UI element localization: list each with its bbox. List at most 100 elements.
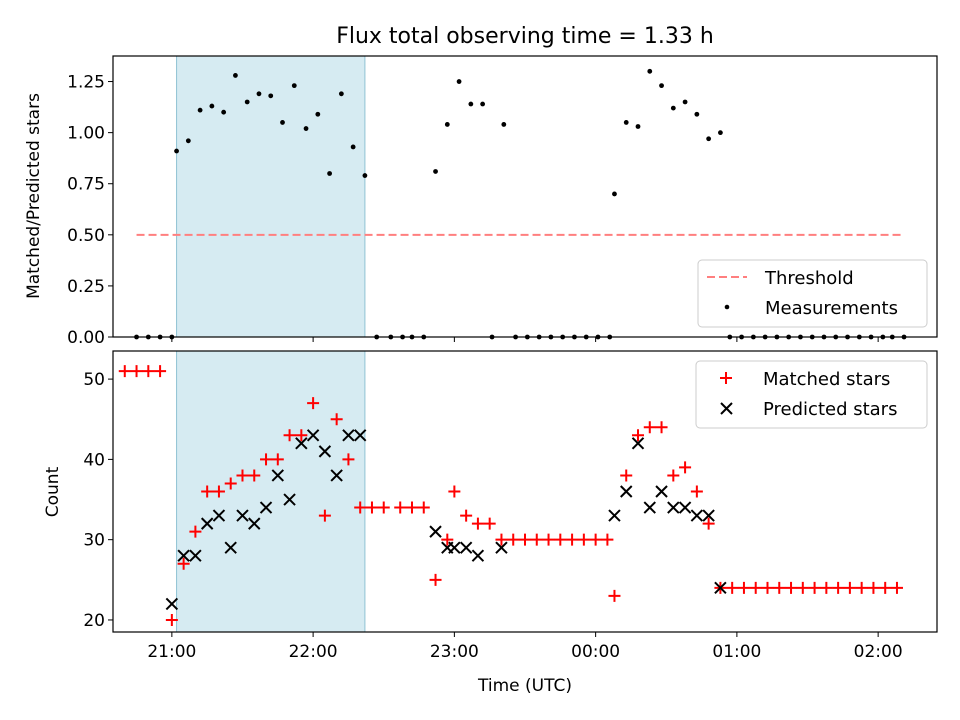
bottom-legend-box <box>695 360 928 429</box>
predicted-star-point <box>620 485 633 498</box>
matched-star-point <box>330 413 343 426</box>
predicted-star-point <box>248 517 261 530</box>
matched-star-point <box>820 581 833 594</box>
x-tick-label: 01:00 <box>712 642 761 662</box>
predicted-star-point <box>714 581 727 595</box>
legend-measurements-label: Measurements <box>765 298 898 319</box>
matched-star-point <box>643 421 656 434</box>
matched-star-point <box>507 533 520 546</box>
ratio-panel: Flux total observing time = 1.33 h Match… <box>24 24 938 348</box>
matched-star-point <box>154 365 167 378</box>
matched-star-point <box>632 429 645 442</box>
predicted-star-point <box>259 501 273 514</box>
matched-star-point <box>165 613 178 626</box>
measurement-point <box>694 111 700 117</box>
predicted-star-point <box>495 541 508 554</box>
bottom-legend: Matched stars Predicted stars <box>695 360 928 429</box>
predicted-star-point <box>318 445 332 458</box>
measurement-point <box>682 99 688 105</box>
predicted-star-point <box>459 541 473 554</box>
matched-star-point <box>855 581 868 594</box>
top-plot-frame <box>112 55 938 338</box>
measurement-point <box>501 122 507 127</box>
measurement-point <box>268 93 274 99</box>
bottom-y-tick-label: 40 <box>83 450 105 470</box>
matched-star-point <box>702 517 715 530</box>
predicted-star-point <box>678 501 692 514</box>
matched-star-point <box>773 581 786 594</box>
matched-star-point <box>785 581 798 594</box>
bottom-y-axis-label: Count <box>43 466 63 517</box>
matched-star-point <box>142 365 155 378</box>
legend-predicted-label: Predicted stars <box>763 399 897 420</box>
matched-star-point <box>441 533 454 546</box>
predicted-star-point <box>690 509 704 522</box>
predicted-star-point <box>667 501 680 514</box>
matched-star-point <box>667 469 680 482</box>
measurement-point <box>197 107 203 113</box>
matched-star-point <box>879 581 892 594</box>
measurement-point <box>706 136 712 142</box>
predicted-star-point <box>471 549 485 562</box>
predicted-star-point <box>702 509 715 522</box>
top-legend: Threshold Measurements <box>697 259 928 328</box>
bottom-y-tick-label: 50 <box>83 370 105 390</box>
matched-star-point <box>843 581 856 594</box>
matched-star-point <box>483 517 496 530</box>
chart-title: Flux total observing time = 1.33 h <box>336 24 714 49</box>
predicted-star-point <box>189 549 202 562</box>
measurement-point <box>623 120 629 125</box>
matched-star-point <box>224 477 237 490</box>
matched-star-point <box>761 581 774 594</box>
predicted-star-point <box>643 501 656 514</box>
predicted-star-point <box>631 437 645 450</box>
top-y-tick-label: 1.00 <box>67 124 105 144</box>
x-tick-label: 21:00 <box>147 642 196 662</box>
predicted-star-point <box>200 517 214 530</box>
matched-star-point <box>796 581 809 594</box>
top-y-tick-label: 0.75 <box>67 175 105 195</box>
measurement-point <box>209 103 215 109</box>
matched-star-point <box>377 501 390 514</box>
bottom-plot-frame <box>112 350 938 633</box>
matched-star-point <box>495 533 508 546</box>
top-y-tick-label: 0.50 <box>67 226 105 246</box>
matched-star-point <box>808 581 821 594</box>
predicted-star-point <box>177 549 190 562</box>
measurement-point <box>303 126 309 131</box>
predicted-star-point <box>448 541 461 554</box>
top-y-tick-label: 0.00 <box>67 328 105 348</box>
predicted-star-point <box>342 429 355 442</box>
matched-star-point <box>318 509 331 522</box>
matched-star-point <box>530 533 543 546</box>
matched-star-point <box>130 365 143 378</box>
matched-star-point <box>212 485 225 498</box>
measurement-point <box>174 148 179 154</box>
measurement-point <box>315 111 321 117</box>
predicted-star-point <box>353 429 367 442</box>
matched-star-point <box>118 365 131 378</box>
x-tick-label: 02:00 <box>854 642 903 662</box>
matched-star-point <box>260 453 273 466</box>
predicted-star-point <box>429 525 442 538</box>
measurement-point <box>244 99 250 105</box>
top-y-tick-label: 0.25 <box>67 277 105 297</box>
predicted-star-point <box>608 509 621 522</box>
matched-star-point <box>608 589 621 602</box>
predicted-star-point <box>655 485 668 498</box>
matched-star-point <box>460 509 473 522</box>
measurement-point <box>256 91 262 97</box>
measurement-point <box>185 138 191 144</box>
x-tick-label: 22:00 <box>289 642 338 662</box>
measurement-point <box>647 68 653 74</box>
matched-star-point <box>354 501 367 514</box>
matched-star-point <box>342 453 355 466</box>
matched-star-point <box>394 501 407 514</box>
measurement-point <box>362 173 368 178</box>
legend-predicted-swatch <box>720 402 733 415</box>
count-panel: Count Time (UTC) 20 30 40 50 21:00 22:00 23:00… <box>43 350 938 696</box>
matched-star-point <box>295 429 308 442</box>
measurement-point <box>280 120 285 125</box>
x-axis-label: Time (UTC) <box>477 676 572 696</box>
